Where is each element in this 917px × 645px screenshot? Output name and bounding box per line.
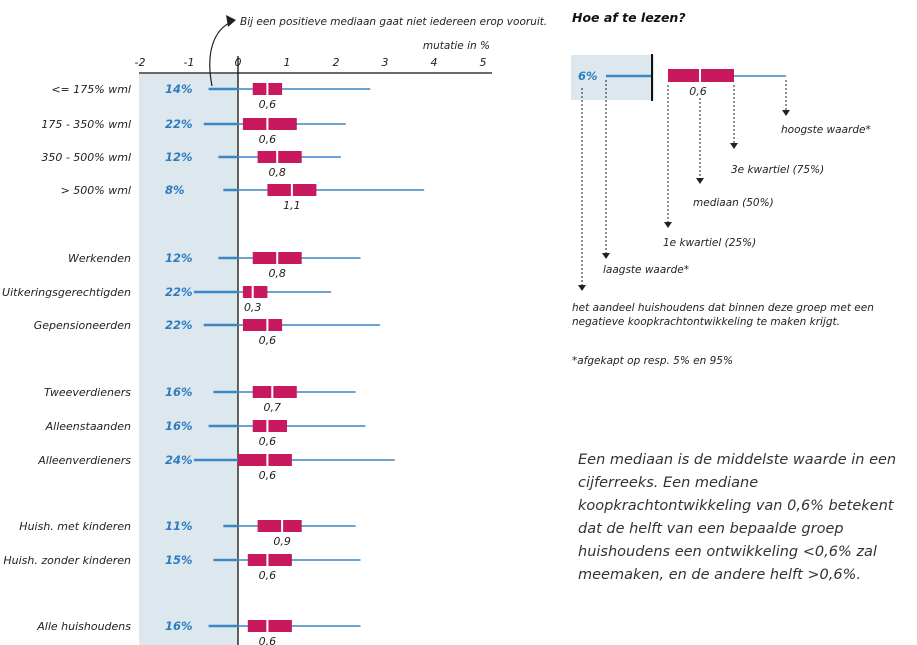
chart-row: Tweeverdieners 16% 0,7	[44, 385, 356, 414]
iqr-box	[238, 454, 292, 466]
negative-share-label: 16%	[165, 385, 193, 399]
row-label: Werkenden	[68, 252, 131, 265]
negative-share-label: 24%	[165, 453, 193, 467]
x-tick-label: -1	[184, 56, 195, 69]
negative-share-label: 14%	[165, 82, 193, 96]
median-value-label: 0,3	[244, 301, 262, 314]
row-label: Alleenstaanden	[45, 420, 131, 433]
legend-caption: het aandeel huishoudens dat binnen deze …	[572, 302, 874, 328]
chart-row: 350 - 500% wml 12% 0,8	[41, 150, 341, 179]
legend-q3: 3e kwartiel (75%)	[731, 164, 824, 176]
negative-share-label: 12%	[165, 251, 193, 265]
axis-label: mutatie in %	[423, 40, 490, 52]
iqr-box	[252, 386, 297, 398]
negative-share-label: 8%	[165, 183, 185, 197]
chart-row: Werkenden 12% 0,8	[68, 251, 361, 280]
median-value-label: 0,6	[259, 635, 277, 645]
x-tick-label: 5	[480, 56, 487, 69]
median-value-label: 0,6	[259, 435, 277, 448]
chart-row: Alleenverdieners 24% 0,6	[37, 453, 395, 482]
median-value-label: 0,8	[268, 166, 286, 179]
row-label: Alleenverdieners	[37, 454, 131, 467]
median-value-label: 0,6	[259, 334, 277, 347]
legend-median: mediaan (50%)	[693, 197, 774, 209]
row-label: Gepensioneerden	[34, 319, 131, 332]
chart-row: Uitkeringsgerechtigden 22% 0,3	[2, 285, 332, 314]
row-label: > 500% wml	[61, 184, 131, 197]
legend-lowest: laagste waarde*	[603, 264, 689, 276]
x-tick-label: 1	[284, 56, 291, 69]
legend-arrowheads	[578, 110, 790, 291]
median-value-label: 0,7	[264, 401, 282, 414]
iqr-box	[247, 554, 292, 566]
median-value-label: 0,8	[268, 267, 286, 280]
iqr-box	[242, 319, 283, 331]
row-label: Tweeverdieners	[44, 386, 131, 399]
chart-row: > 500% wml 8% 1,1	[61, 183, 425, 212]
x-tick-label: 2	[333, 56, 340, 69]
x-tick-label: 3	[382, 56, 389, 69]
negative-share-label: 22%	[165, 318, 193, 332]
negative-share-label: 16%	[165, 419, 193, 433]
median-value-label: 0,9	[273, 535, 291, 548]
chart-row: 175 - 350% wml 22% 0,6	[41, 117, 346, 146]
median-value-label: 0,6	[259, 133, 277, 146]
negative-share-label: 22%	[165, 285, 193, 299]
chart-row: Gepensioneerden 22% 0,6	[34, 318, 381, 347]
median-value-label: 0,6	[259, 569, 277, 582]
legend-example: 6% 0,6	[571, 54, 786, 101]
legend-footnote: *afgekapt op resp. 5% en 95%	[572, 355, 733, 367]
row-label: <= 175% wml	[51, 83, 131, 96]
iqr-box	[252, 420, 287, 432]
iqr-box	[257, 520, 302, 532]
legend-q1: 1e kwartiel (25%)	[663, 237, 756, 249]
legend-negative-band	[571, 55, 654, 100]
x-tick-label: -2	[135, 56, 146, 69]
legend-median-value: 0,6	[689, 85, 707, 98]
negative-share-label: 15%	[165, 553, 193, 567]
annotation-arrowhead	[226, 15, 236, 27]
legend-example-share: 6%	[578, 69, 598, 83]
x-tick-label: 4	[431, 56, 438, 69]
chart-row: Huish. zonder kinderen 15% 0,6	[3, 553, 361, 582]
legend-highest: hoogste waarde*	[781, 124, 871, 136]
chart-row: Alleenstaanden 16% 0,6	[45, 419, 366, 448]
negative-share-label: 16%	[165, 619, 193, 633]
chart-rows: <= 175% wml 14% 0,6 175 - 350% wml 22% 0,6 350…	[2, 82, 425, 645]
row-label: 350 - 500% wml	[41, 151, 131, 164]
iqr-box	[242, 286, 268, 298]
negative-share-label: 12%	[165, 150, 193, 164]
iqr-box	[242, 118, 297, 130]
negative-region-band	[139, 74, 238, 645]
header-annotation: Bij een positieve mediaan gaat niet iede…	[240, 16, 547, 28]
row-label: Alle huishoudens	[36, 620, 131, 633]
legend-leaders	[581, 80, 787, 285]
median-explainer: Een mediaan is de middelste waarde in ee…	[578, 452, 897, 583]
chart-row: <= 175% wml 14% 0,6	[51, 82, 371, 111]
negative-share-label: 22%	[165, 117, 193, 131]
median-value-label: 0,6	[259, 98, 277, 111]
legend-title: Hoe af te lezen?	[572, 10, 686, 25]
iqr-box	[247, 620, 292, 632]
row-label: Huish. met kinderen	[19, 520, 131, 533]
row-label: 175 - 350% wml	[41, 118, 131, 131]
iqr-box	[257, 151, 302, 163]
x-axis-ticks: -2-1012345	[135, 56, 487, 69]
negative-share-label: 11%	[165, 519, 193, 533]
median-value-label: 0,6	[259, 469, 277, 482]
chart-row: Alle huishoudens 16% 0,6	[36, 619, 361, 645]
median-value-label: 1,1	[283, 199, 301, 212]
chart-row: Huish. met kinderen 11% 0,9	[19, 519, 356, 548]
row-label: Huish. zonder kinderen	[3, 554, 131, 567]
row-label: Uitkeringsgerechtigden	[2, 286, 131, 299]
